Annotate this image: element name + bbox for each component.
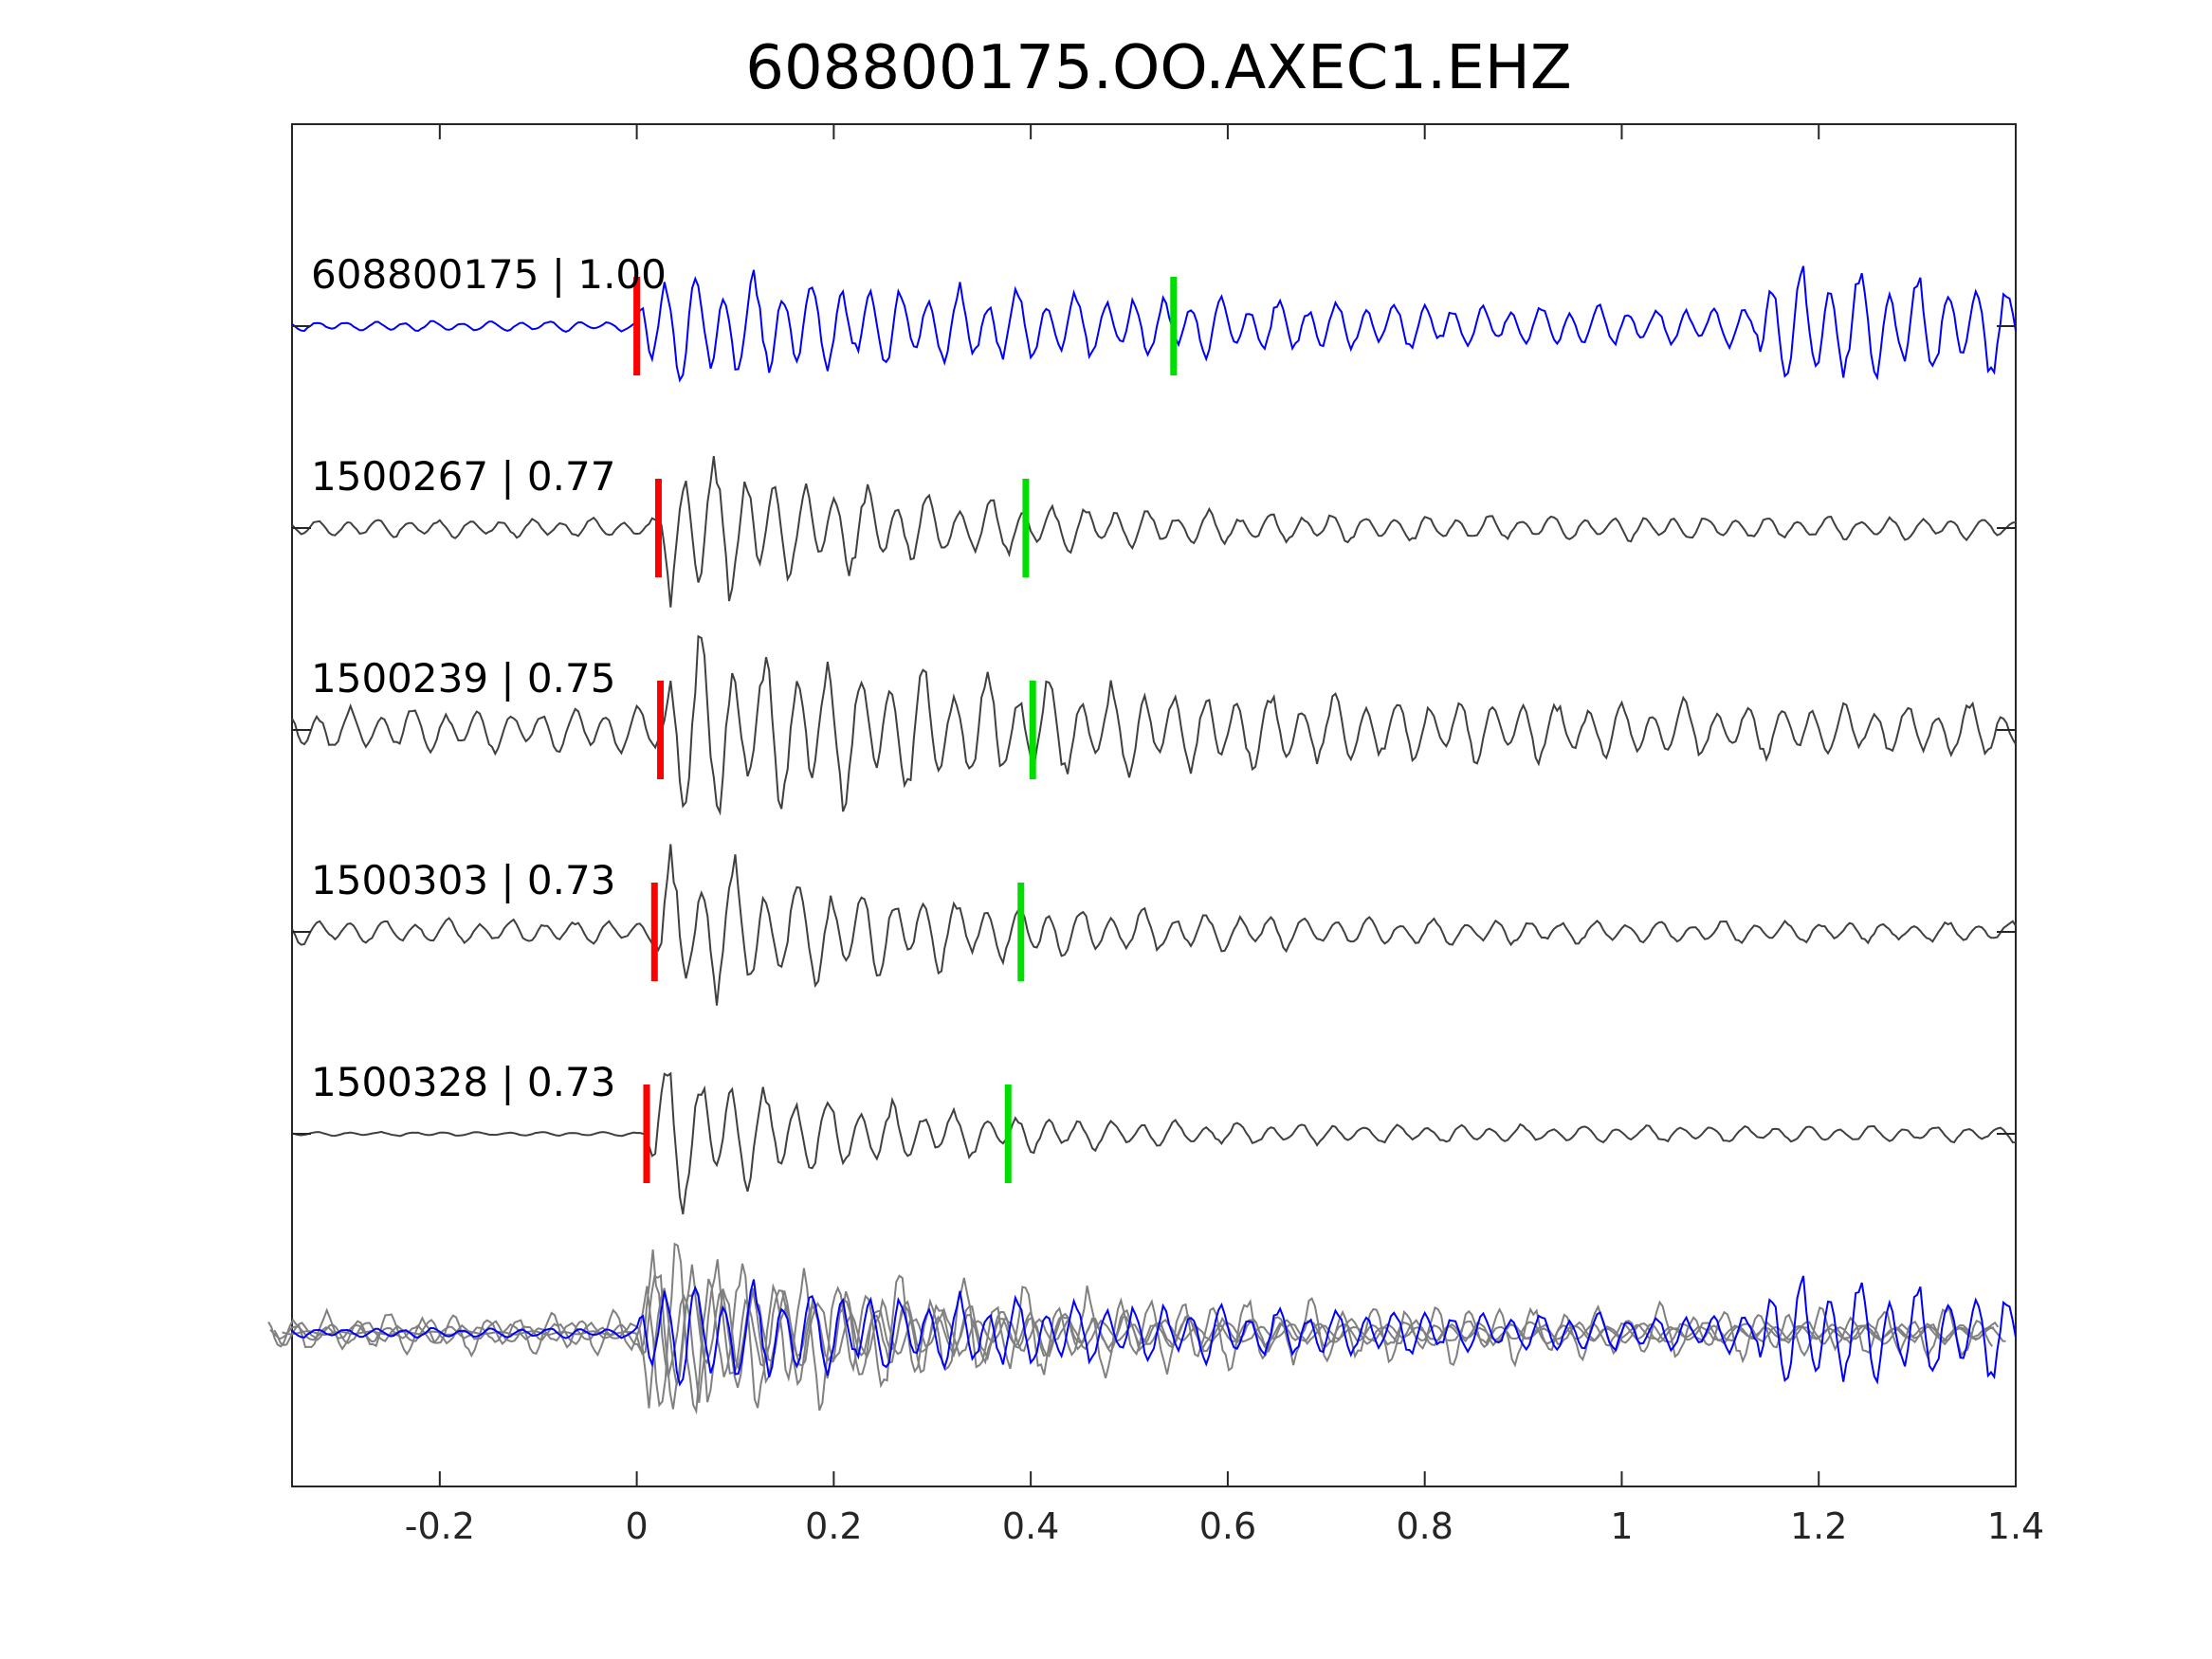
- trace-line: [291, 634, 2017, 816]
- chart-title: 608800175.OO.AXEC1.EHZ: [745, 33, 1572, 103]
- trace-line: [291, 844, 2017, 1006]
- x-axis-ticks: -0.2 0 0.2 0.4 0.6 0.8 1 1.2 1.4: [405, 124, 2044, 1547]
- x-tick-label: 0: [626, 1505, 649, 1547]
- x-tick-label: 0.2: [805, 1505, 862, 1547]
- overlay-match-line: [267, 1242, 1993, 1415]
- trace-label: 608800175 | 1.00: [311, 251, 667, 298]
- trace-line: [291, 1071, 2017, 1214]
- plot-area: [291, 123, 2017, 1487]
- phase-picks: [633, 277, 1178, 1183]
- overlay-match-line: [273, 1249, 2000, 1403]
- waveform-traces: [291, 265, 2017, 1214]
- x-tick-label: 1.2: [1790, 1505, 1847, 1547]
- trace-label: 1500267 | 0.77: [311, 453, 615, 500]
- overlay-template-line: [291, 1275, 2017, 1387]
- overlay-match-line: [282, 1273, 2006, 1410]
- x-tick-label: 1: [1610, 1505, 1633, 1547]
- x-tick-label: 0.8: [1396, 1505, 1453, 1547]
- trace-label: 1500239 | 0.75: [311, 655, 615, 702]
- overlay-traces: [267, 1242, 2017, 1415]
- trace-line: [291, 455, 2017, 608]
- x-tick-label: 0.4: [1002, 1505, 1059, 1547]
- trace-labels: 608800175 | 1.00 1500267 | 0.77 1500239 | …: [311, 251, 667, 1105]
- trace-label: 1500328 | 0.73: [311, 1059, 615, 1105]
- trace-label: 1500303 | 0.73: [311, 857, 615, 903]
- x-tick-label: 1.4: [1987, 1505, 2044, 1547]
- x-tick-label: -0.2: [405, 1505, 475, 1547]
- trace-line: [291, 265, 2017, 383]
- x-tick-label: 0.6: [1199, 1505, 1256, 1547]
